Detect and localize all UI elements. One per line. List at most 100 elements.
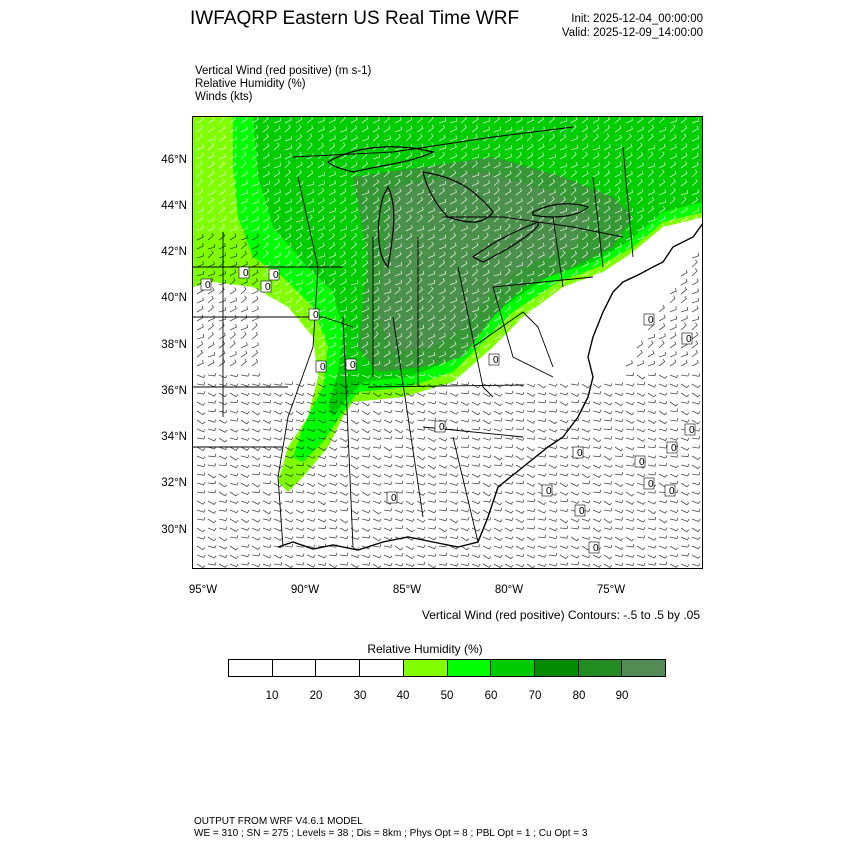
wind-barb [625,279,633,286]
contour-label: 0 [243,268,249,279]
contour-label: 0 [689,425,695,436]
wind-barb [570,161,578,169]
wind-barb [207,270,216,277]
wind-barb [306,563,316,568]
wind-barb [361,436,371,440]
wind-barb [526,383,536,388]
wind-barb [229,527,239,533]
wind-barb [273,214,280,223]
wind-barb [691,207,700,214]
wind-barb [460,444,470,449]
wind-barb [339,142,346,151]
wind-barb [548,196,555,205]
wind-barb [559,286,566,295]
wind-barb [460,390,470,395]
wind-barb [669,563,679,568]
wind-barb [482,350,490,358]
wind-barb [328,509,338,513]
wind-barb [383,295,390,304]
wind-barb [284,536,294,540]
wind-barb [449,313,456,322]
wind-barb [570,417,580,422]
wind-barb [229,331,236,340]
wind-barb [658,499,668,504]
wind-barb [515,214,522,223]
wind-barb [680,215,688,223]
wind-barb [680,269,688,277]
wind-barb [196,152,204,160]
wind-barb [471,180,479,187]
wind-barb [537,295,545,304]
wind-barb [240,241,247,250]
wind-barb [526,161,534,169]
wind-barb [196,455,206,460]
wind-barb [427,333,435,340]
wind-barb [317,500,327,506]
wind-barb [361,178,368,187]
wind-barb [207,453,217,458]
wind-barb [449,153,457,160]
wind-barb [218,455,228,460]
wind-barb [614,536,624,542]
wind-barb [196,242,204,250]
wind-barb [625,323,633,331]
wind-barb [559,313,567,322]
colorbar-label: 50 [440,690,454,702]
wind-barb [625,160,632,169]
wind-barb [416,359,424,367]
wind-barb [625,133,632,142]
wind-barb [416,509,426,513]
contour-label: 0 [320,362,326,373]
wind-barb [328,552,338,557]
wind-barb [614,215,622,223]
wind-barb [526,297,535,304]
wind-barb [240,216,248,223]
wind-barb [383,125,391,133]
wind-barb [647,145,656,151]
wind-barb [350,509,360,515]
wind-barb [427,260,435,268]
wind-barb [636,134,644,142]
wind-barb [251,373,261,377]
contour-label-box [643,313,655,326]
wind-barb [251,233,259,241]
wind-barb [636,242,644,250]
wind-barb [537,305,545,313]
wind-barb [372,491,382,496]
wind-barb [658,351,667,358]
wind-barb [526,179,534,187]
wind-barb [537,313,545,322]
wind-barb [229,233,237,241]
wind-barb [548,464,558,469]
wind-barb [427,270,436,277]
wind-barb [471,260,479,268]
wind-barb [394,408,404,413]
wind-barb [658,288,666,295]
wind-barb [636,152,644,160]
wind-barb [405,374,415,379]
wind-barb [416,372,426,377]
wind-barb [273,401,283,405]
wind-barb [317,562,327,566]
wind-barb [350,455,360,460]
wind-barb [427,196,434,205]
wind-barb [394,234,403,241]
wind-barb [581,225,589,232]
wind-barb [647,151,654,160]
wind-barb [251,482,261,488]
wind-barb [350,324,358,331]
lat-label: 34°N [161,431,187,443]
wind-barb [218,517,228,522]
wind-barb [427,233,435,241]
wind-barb [581,162,589,169]
wind-barb [438,499,448,503]
wind-barb [482,126,490,133]
wind-barb [438,322,446,331]
wind-barb [196,527,206,533]
wind-barb [625,491,635,497]
wind-barb [251,287,259,295]
wind-barb [581,374,591,379]
wind-barb [416,401,426,406]
wind-barb [625,509,635,514]
